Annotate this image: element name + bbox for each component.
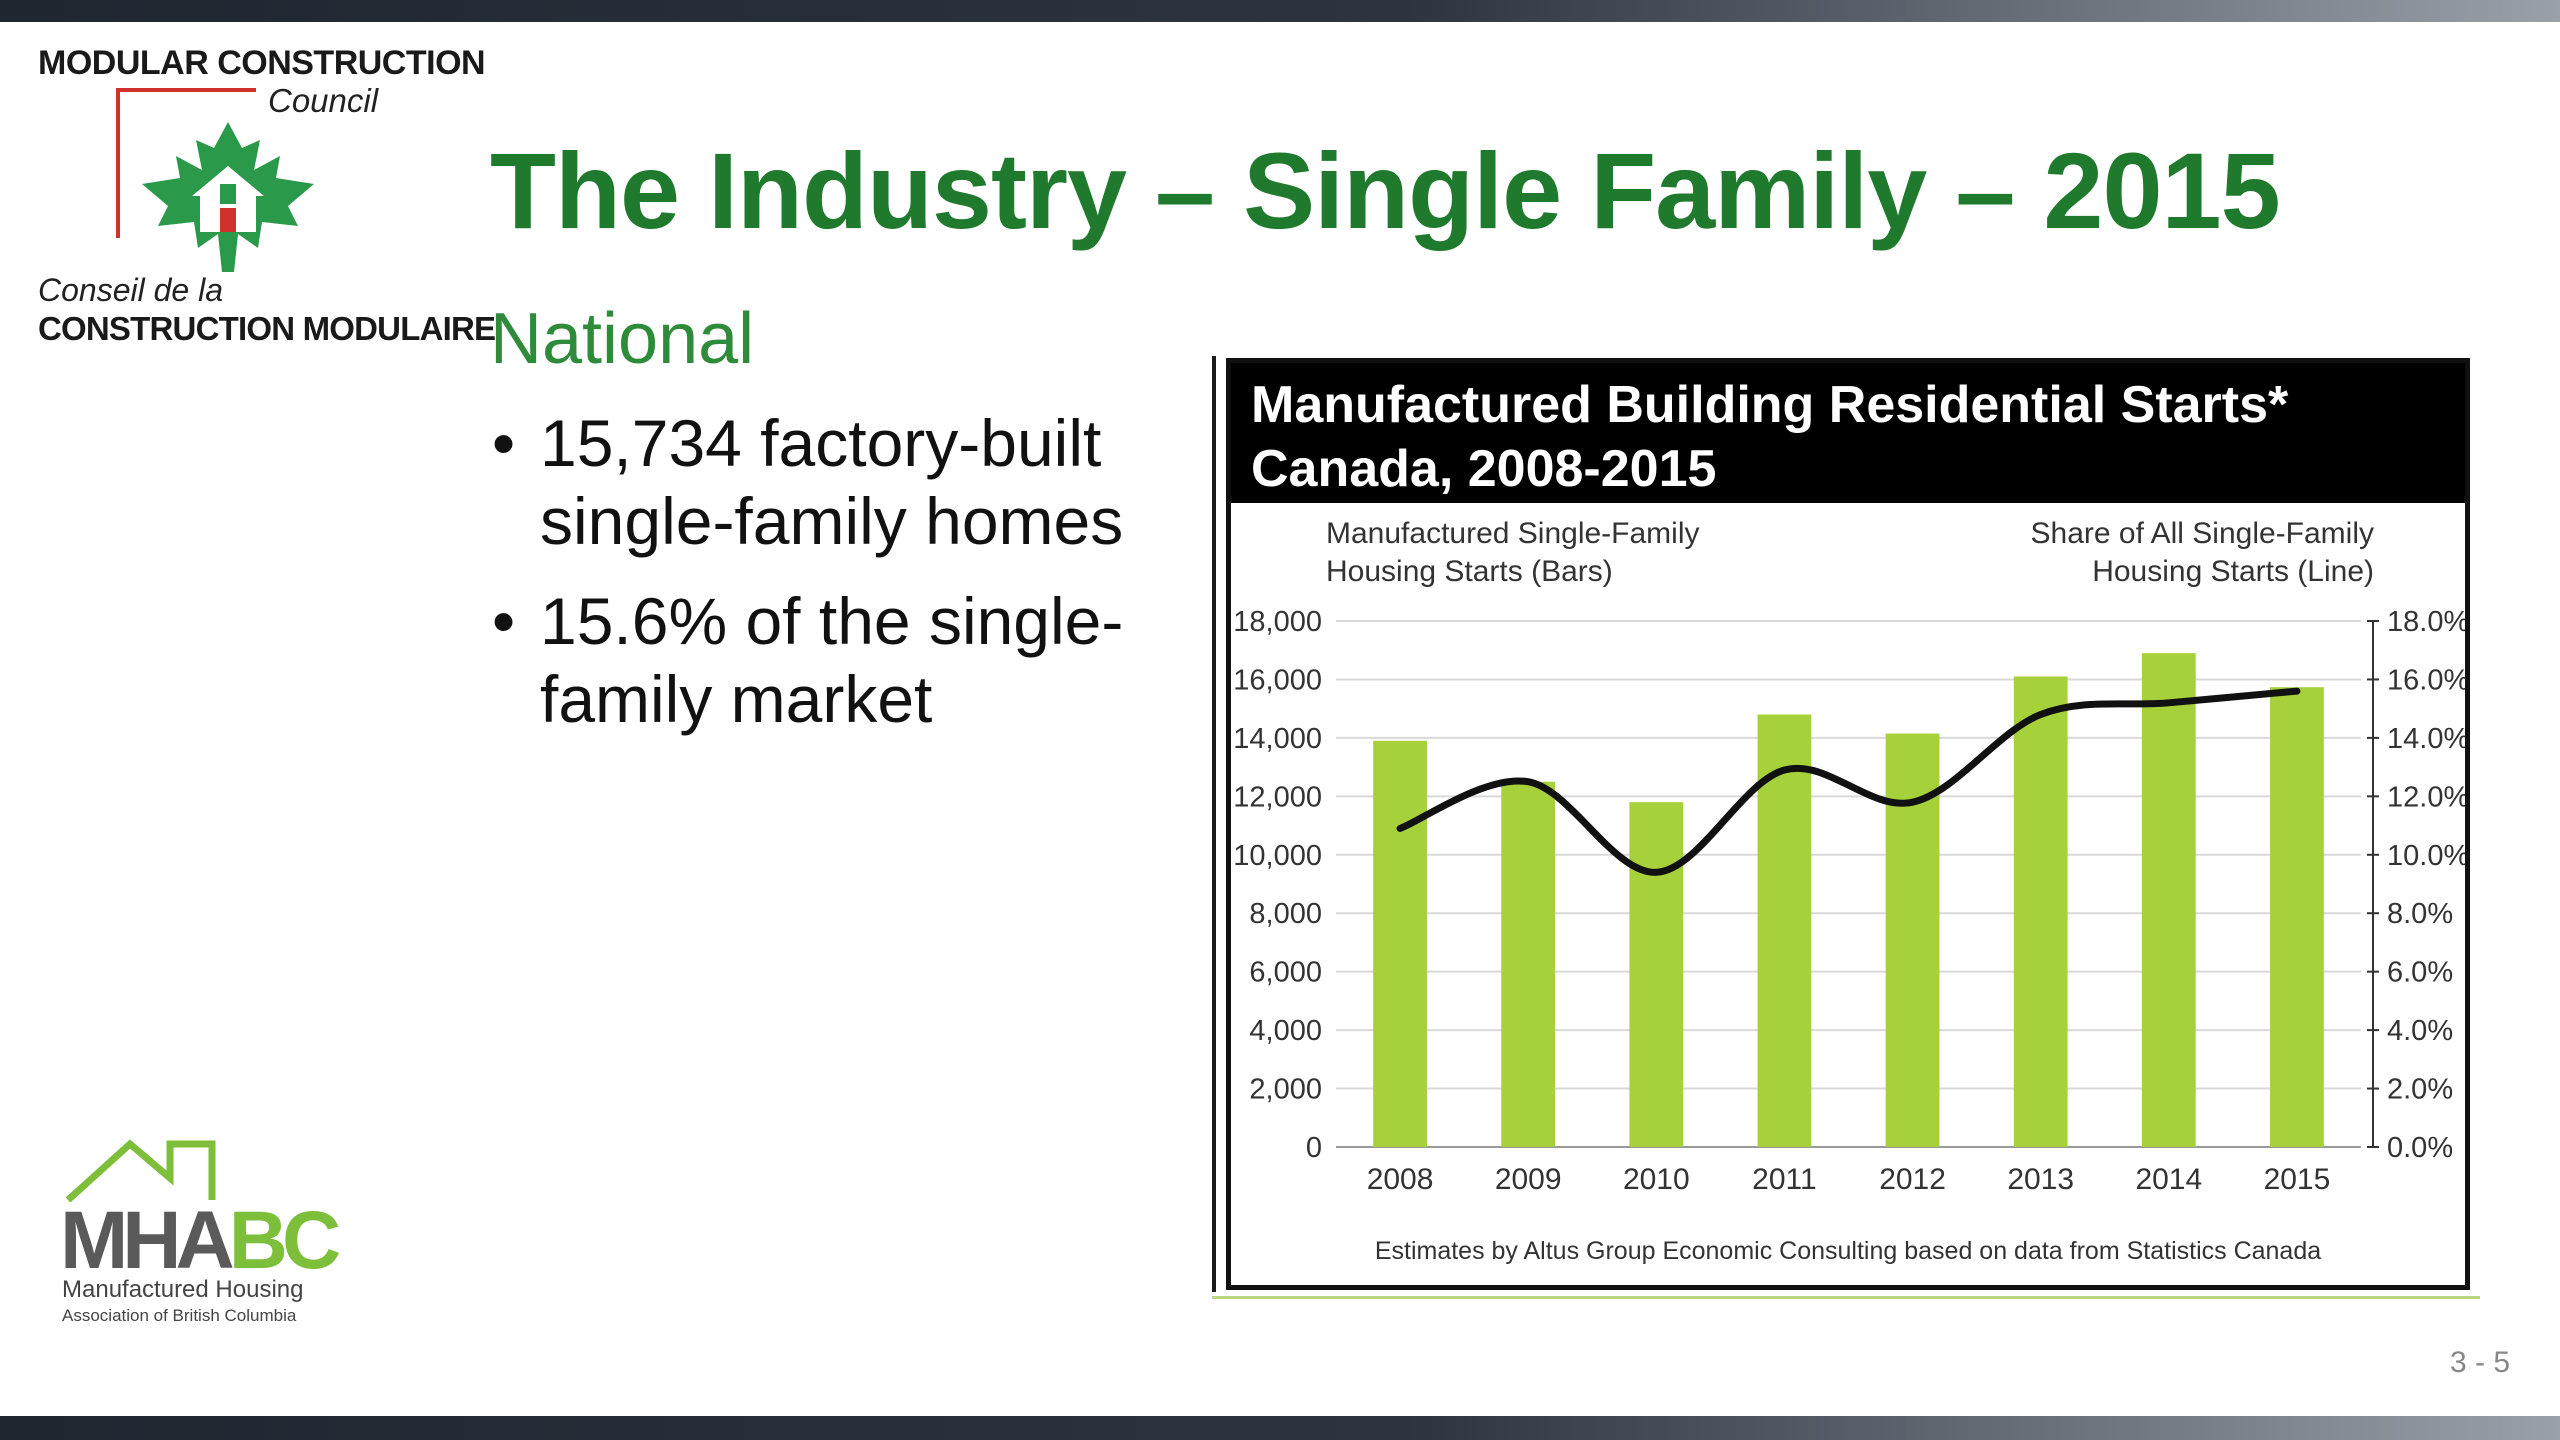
y-tick-label-right: 14.0% xyxy=(2387,723,2465,755)
y-tick-label-left: 6,000 xyxy=(1249,957,1322,989)
mcc-logo-line2: Council xyxy=(268,82,379,119)
bar-2010 xyxy=(1629,802,1684,1147)
bar-2008 xyxy=(1373,740,1427,1147)
chart-footnote: Estimates by Altus Group Economic Consul… xyxy=(1375,1237,2321,1265)
y-tick-label-left: 12,000 xyxy=(1233,781,1322,813)
slide-subtitle: National xyxy=(490,299,755,379)
mcc-logo-rule-vertical xyxy=(116,88,120,238)
mhabc-logo: MHABC Manufactured Housing Association o… xyxy=(60,1139,360,1340)
mcc-logo-rule-horizontal xyxy=(116,88,256,92)
maple-leaf-icon xyxy=(142,122,314,272)
x-tick-label: 2011 xyxy=(1752,1163,1817,1196)
mcc-logo-line4: CONSTRUCTION MODULAIRE xyxy=(38,310,496,347)
y-tick-label-left: 14,000 xyxy=(1233,723,1322,755)
x-tick-label: 2012 xyxy=(1879,1163,1946,1196)
bullet-list: 15,734 factory-built single-family homes… xyxy=(490,404,1190,760)
mcc-logo-line1: MODULAR CONSTRUCTION xyxy=(38,44,486,82)
chart-plot: Manufactured Single-Family Housing Start… xyxy=(1233,517,2465,1265)
mhabc-logo-line2: Association of British Columbia xyxy=(62,1306,297,1325)
chart-title: Manufactured Building Residential Starts… xyxy=(1251,376,2289,498)
y-tick-label-right: 2.0% xyxy=(2387,1074,2453,1106)
mhabc-wordmark-bc: BC xyxy=(228,1195,341,1286)
y-tick-label-right: 18.0% xyxy=(2387,606,2465,638)
bar-2014 xyxy=(2141,653,2196,1147)
y-tick-label-right: 10.0% xyxy=(2387,840,2465,872)
y-tick-label-left: 2,000 xyxy=(1249,1074,1322,1106)
left-axis-label: Manufactured Single-Family xyxy=(1326,517,1700,550)
mhabc-logo-line1: Manufactured Housing xyxy=(62,1276,304,1303)
series-line-share xyxy=(1396,687,2301,876)
x-tick-label: 2010 xyxy=(1623,1163,1690,1196)
bar-2011 xyxy=(1757,714,1812,1147)
x-tick-label: 2009 xyxy=(1495,1163,1562,1196)
chart-panel: Manufactured Building Residential Starts… xyxy=(1226,358,2470,1290)
mhabc-wordmark-mha: MHA xyxy=(60,1195,235,1286)
chart-underline xyxy=(1212,1296,2480,1299)
x-tick-label: 2008 xyxy=(1367,1163,1434,1196)
y-tick-label-left: 0 xyxy=(1306,1132,1322,1164)
bar-2015 xyxy=(2270,687,2324,1147)
right-axis-label: Housing Starts (Line) xyxy=(2092,555,2374,588)
mhabc-wordmark: MHABC xyxy=(60,1194,341,1288)
bar-2013 xyxy=(2013,676,2068,1147)
y-tick-label-left: 18,000 xyxy=(1233,606,1322,638)
y-tick-label-left: 4,000 xyxy=(1249,1015,1322,1047)
y-tick-label-right: 6.0% xyxy=(2387,957,2453,989)
y-tick-label-right: 0.0% xyxy=(2387,1132,2453,1164)
bullet-item: 15,734 factory-built single-family homes xyxy=(490,404,1190,560)
y-tick-label-left: 16,000 xyxy=(1233,664,1322,696)
x-tick-label: 2014 xyxy=(2135,1163,2202,1196)
bullet-item: 15.6% of the single-family market xyxy=(490,582,1190,738)
mcc-logo: MODULAR CONSTRUCTION Council Conseil de … xyxy=(38,44,496,354)
bottom-accent-bar xyxy=(0,1416,2560,1440)
chart-frame-rule xyxy=(1212,356,1216,1292)
y-tick-label-right: 12.0% xyxy=(2387,781,2465,813)
house-roof-icon xyxy=(66,1139,216,1202)
left-axis-label: Housing Starts (Bars) xyxy=(1326,555,1613,588)
y-tick-label-right: 4.0% xyxy=(2387,1015,2453,1047)
x-tick-label: 2013 xyxy=(2007,1163,2074,1196)
y-tick-label-right: 8.0% xyxy=(2387,898,2453,930)
y-tick-label-left: 8,000 xyxy=(1249,898,1322,930)
chart-title-banner: Manufactured Building Residential Starts… xyxy=(1231,363,2465,503)
bar-2009 xyxy=(1501,781,1556,1147)
right-axis-label: Share of All Single-Family xyxy=(2031,517,2374,550)
y-tick-label-right: 16.0% xyxy=(2387,664,2465,696)
page-number: 3 - 5 xyxy=(2450,1346,2511,1379)
y-tick-label-left: 10,000 xyxy=(1233,840,1322,872)
mcc-logo-line3: Conseil de la xyxy=(38,272,223,308)
x-tick-label: 2015 xyxy=(2264,1163,2331,1196)
slide-title: The Industry – Single Family – 2015 xyxy=(490,130,2281,251)
top-accent-bar xyxy=(0,0,2560,22)
